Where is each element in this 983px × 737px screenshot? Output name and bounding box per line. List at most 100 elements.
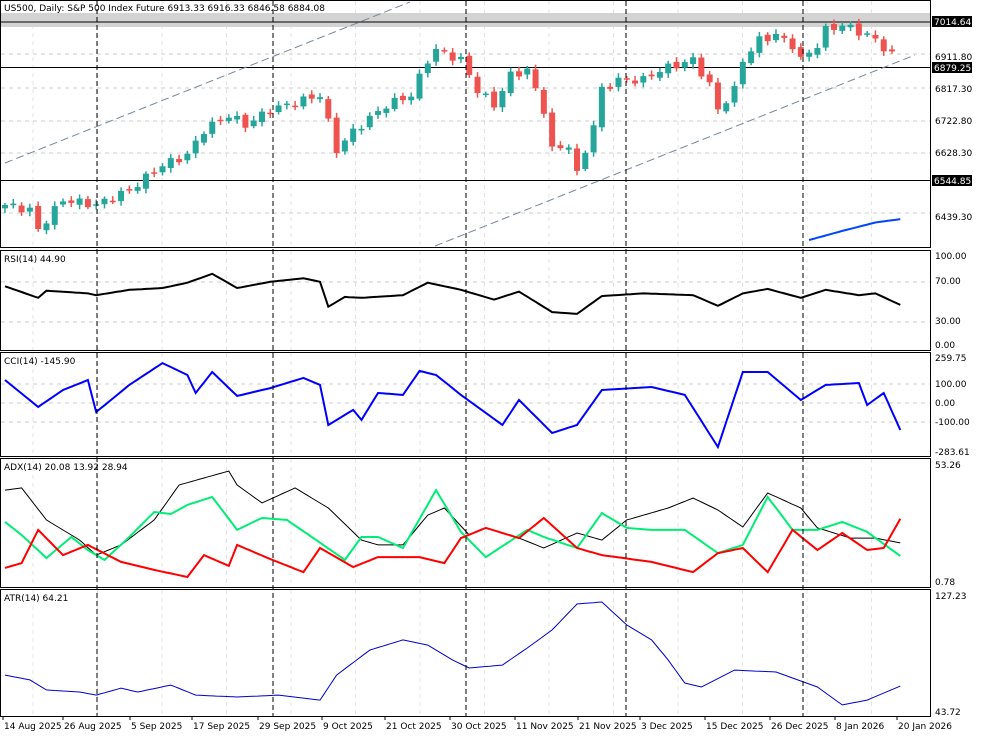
candle-body	[441, 50, 448, 52]
candle-body	[872, 35, 879, 39]
candle-body	[756, 36, 763, 53]
candle-body	[880, 39, 887, 52]
candle-body	[43, 223, 50, 231]
candle-body	[416, 73, 423, 99]
cci-line	[4, 361, 902, 450]
candle-body	[209, 121, 216, 134]
time-tick-label: 17 Sep 2025	[193, 722, 250, 732]
candle-body	[507, 71, 514, 94]
candle-body	[847, 24, 854, 28]
candle-body	[524, 68, 531, 75]
time-tick-label: 26 Dec 2025	[771, 722, 829, 732]
candle-body	[515, 71, 522, 77]
candle-body	[806, 52, 813, 57]
candle-body	[590, 125, 597, 153]
candle-body	[151, 172, 158, 174]
candle-body	[706, 74, 713, 83]
time-tick-label: 29 Sep 2025	[259, 722, 316, 732]
rsi-tick: 100.00	[935, 252, 967, 262]
candle-body	[714, 82, 721, 110]
time-tick-label: 5 Sep 2025	[131, 722, 182, 732]
candle-body	[2, 204, 8, 209]
rsi-tick: 70.00	[935, 277, 961, 287]
candle-body	[142, 173, 149, 189]
candle-body	[250, 120, 257, 127]
candle-body	[690, 57, 697, 65]
candle-body	[814, 48, 821, 55]
candle-body	[225, 117, 232, 122]
candle-body	[665, 63, 672, 74]
candle-body	[748, 51, 755, 64]
time-tick-label: 9 Oct 2025	[323, 722, 373, 732]
cci-tick: -283.61	[935, 448, 970, 458]
candle-body	[739, 61, 746, 85]
candle-body	[18, 205, 25, 213]
candle-body	[656, 72, 663, 78]
candle-body	[283, 103, 290, 106]
moving-average-line	[808, 218, 901, 241]
price-tick: 6817.30	[935, 85, 972, 95]
candle-body	[101, 198, 108, 205]
candle-body	[134, 187, 141, 191]
rsi-tick: 30.00	[935, 317, 961, 327]
candle-body	[607, 86, 614, 89]
candle-body	[341, 140, 348, 152]
cci-tick: -100.00	[935, 418, 970, 428]
resistance-price-tag: 7014.64	[934, 18, 971, 28]
candle-body	[217, 119, 224, 122]
period-separators	[96, 1, 804, 716]
plus-di-line	[4, 488, 901, 562]
price-tick: 6911.80	[935, 53, 972, 63]
candle-body	[839, 25, 846, 31]
candle-body	[540, 89, 547, 114]
candle-body	[292, 105, 299, 108]
candle-body	[433, 48, 440, 62]
indicator-axes: 100.00 70.00 30.00 0.00 259.75 100.00 0.…	[935, 252, 970, 718]
candle-body	[582, 152, 589, 170]
rsi-tick: 0.00	[935, 341, 955, 351]
candle-body	[615, 77, 622, 87]
candle-body	[632, 80, 639, 84]
time-tick-label: 3 Dec 2025	[641, 722, 693, 732]
candle-body	[93, 204, 100, 206]
time-axis[interactable]: 14 Aug 2025 26 Aug 2025 5 Sep 2025 17 Sep 2…	[2, 716, 952, 732]
price-axis[interactable]: 6911.80 6817.30 6722.80 6628.30 6439.30 …	[932, 16, 972, 223]
symbol-label: US500, Daily:	[4, 4, 64, 14]
candle-body	[333, 117, 340, 154]
candle-body	[275, 105, 282, 112]
candle-body	[375, 111, 382, 115]
candle-body	[399, 95, 406, 101]
cci-tick: 0.00	[935, 399, 955, 409]
candle-body	[781, 35, 788, 38]
cci-tick: 259.75	[935, 354, 967, 364]
candle-body	[499, 91, 506, 108]
ohlc-values: 6913.33 6916.33 6846.58 6884.08	[167, 4, 325, 14]
candle-body	[549, 112, 556, 147]
price-tick: 6439.30	[935, 213, 972, 223]
candle-body	[822, 25, 829, 48]
candle-body	[200, 134, 207, 143]
candle-body	[623, 78, 630, 80]
atr-label: ATR(14) 64.21	[4, 594, 68, 604]
main-price-panel[interactable]	[0, 0, 931, 248]
atr-line	[4, 601, 901, 706]
cci-tick: 100.00	[935, 380, 967, 390]
time-tick-label: 11 Nov 2025	[516, 722, 574, 732]
candle-body	[267, 112, 274, 115]
time-tick-label: 21 Nov 2025	[579, 722, 637, 732]
candle-body	[84, 199, 91, 208]
candle-body	[383, 108, 390, 113]
candle-body	[772, 33, 779, 41]
candle-body	[457, 56, 464, 60]
candle-body	[731, 86, 738, 103]
candle-body	[864, 33, 871, 35]
cci-panel[interactable]	[0, 352, 931, 457]
atr-tick: 127.23	[935, 592, 967, 602]
candle-body	[325, 99, 332, 119]
candle-body	[673, 61, 680, 69]
rsi-label: RSI(14) 44.90	[4, 255, 66, 265]
instrument-description: S&P 500 Index Future	[67, 4, 165, 14]
price-tick: 6628.30	[935, 149, 972, 159]
candle-body	[242, 114, 249, 128]
